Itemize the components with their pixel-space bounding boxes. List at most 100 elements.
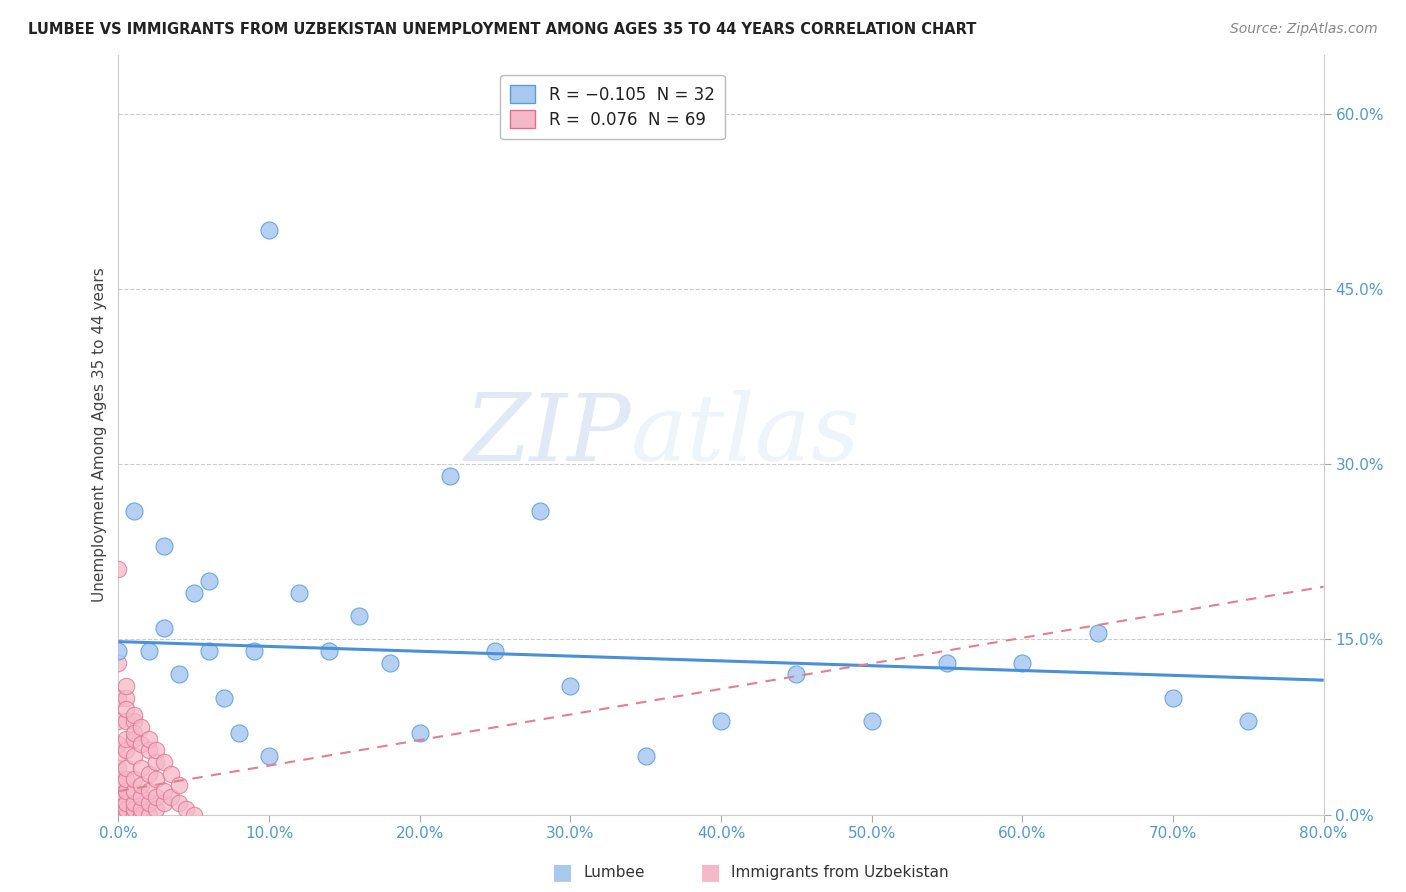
- Point: [115, 772, 138, 787]
- Point: [152, 539, 174, 553]
- Point: [122, 772, 145, 787]
- Point: [107, 772, 129, 787]
- Point: [183, 585, 205, 599]
- Point: [122, 725, 145, 739]
- Point: [145, 802, 167, 816]
- Point: [167, 796, 190, 810]
- Point: [107, 778, 129, 792]
- Point: [129, 807, 152, 822]
- Point: [122, 714, 145, 728]
- Point: [138, 731, 160, 746]
- Point: [634, 749, 657, 764]
- Text: Immigrants from Uzbekistan: Immigrants from Uzbekistan: [731, 865, 949, 880]
- Point: [167, 667, 190, 681]
- Point: [138, 796, 160, 810]
- Point: [115, 761, 138, 775]
- Point: [1161, 690, 1184, 705]
- Point: [160, 789, 183, 804]
- Point: [785, 667, 807, 681]
- Point: [122, 731, 145, 746]
- Point: [115, 802, 138, 816]
- Point: [107, 789, 129, 804]
- Y-axis label: Unemployment Among Ages 35 to 44 years: Unemployment Among Ages 35 to 44 years: [93, 268, 107, 602]
- Point: [160, 766, 183, 780]
- Point: [122, 796, 145, 810]
- Point: [1237, 714, 1260, 728]
- Point: [115, 784, 138, 798]
- Point: [529, 504, 551, 518]
- Point: [145, 789, 167, 804]
- Point: [257, 749, 280, 764]
- Point: [198, 644, 221, 658]
- Point: [409, 725, 432, 739]
- Point: [198, 574, 221, 588]
- Point: [378, 656, 401, 670]
- Text: LUMBEE VS IMMIGRANTS FROM UZBEKISTAN UNEMPLOYMENT AMONG AGES 35 TO 44 YEARS CORR: LUMBEE VS IMMIGRANTS FROM UZBEKISTAN UNE…: [28, 22, 977, 37]
- Point: [107, 784, 129, 798]
- Point: [115, 796, 138, 810]
- Point: [243, 644, 266, 658]
- Point: [115, 807, 138, 822]
- Point: [107, 807, 129, 822]
- Point: [107, 807, 129, 822]
- Point: [122, 784, 145, 798]
- Point: [228, 725, 250, 739]
- Point: [318, 644, 340, 658]
- Point: [145, 772, 167, 787]
- Point: [710, 714, 733, 728]
- Point: [107, 738, 129, 752]
- Point: [145, 743, 167, 757]
- Point: [107, 796, 129, 810]
- Point: [152, 796, 174, 810]
- Point: [107, 807, 129, 822]
- Point: [145, 755, 167, 769]
- Point: [1087, 626, 1109, 640]
- Point: [174, 802, 197, 816]
- Point: [122, 749, 145, 764]
- Point: [107, 807, 129, 822]
- Point: [1011, 656, 1033, 670]
- Point: [107, 749, 129, 764]
- Point: [129, 778, 152, 792]
- Point: [129, 761, 152, 775]
- Point: [129, 802, 152, 816]
- Point: [107, 807, 129, 822]
- Point: [122, 708, 145, 723]
- Text: ■: ■: [553, 863, 572, 882]
- Point: [288, 585, 311, 599]
- Point: [152, 784, 174, 798]
- Point: [212, 690, 235, 705]
- Point: [107, 807, 129, 822]
- Point: [107, 802, 129, 816]
- Text: Lumbee: Lumbee: [583, 865, 645, 880]
- Point: [860, 714, 883, 728]
- Point: [107, 690, 129, 705]
- Point: [183, 807, 205, 822]
- Point: [129, 789, 152, 804]
- Text: atlas: atlas: [631, 390, 860, 480]
- Point: [115, 731, 138, 746]
- Point: [122, 802, 145, 816]
- Point: [484, 644, 506, 658]
- Point: [560, 679, 582, 693]
- Point: [138, 784, 160, 798]
- Point: [107, 644, 129, 658]
- Point: [138, 807, 160, 822]
- Point: [138, 766, 160, 780]
- Point: [257, 223, 280, 237]
- Point: [107, 714, 129, 728]
- Point: [115, 702, 138, 716]
- Point: [107, 656, 129, 670]
- Point: [138, 644, 160, 658]
- Legend: R = −0.105  N = 32, R =  0.076  N = 69: R = −0.105 N = 32, R = 0.076 N = 69: [501, 75, 724, 139]
- Point: [107, 562, 129, 576]
- Point: [152, 621, 174, 635]
- Point: [122, 504, 145, 518]
- Point: [439, 468, 461, 483]
- Text: Source: ZipAtlas.com: Source: ZipAtlas.com: [1230, 22, 1378, 37]
- Point: [107, 761, 129, 775]
- Point: [138, 743, 160, 757]
- Text: ■: ■: [700, 863, 720, 882]
- Point: [349, 608, 371, 623]
- Point: [107, 807, 129, 822]
